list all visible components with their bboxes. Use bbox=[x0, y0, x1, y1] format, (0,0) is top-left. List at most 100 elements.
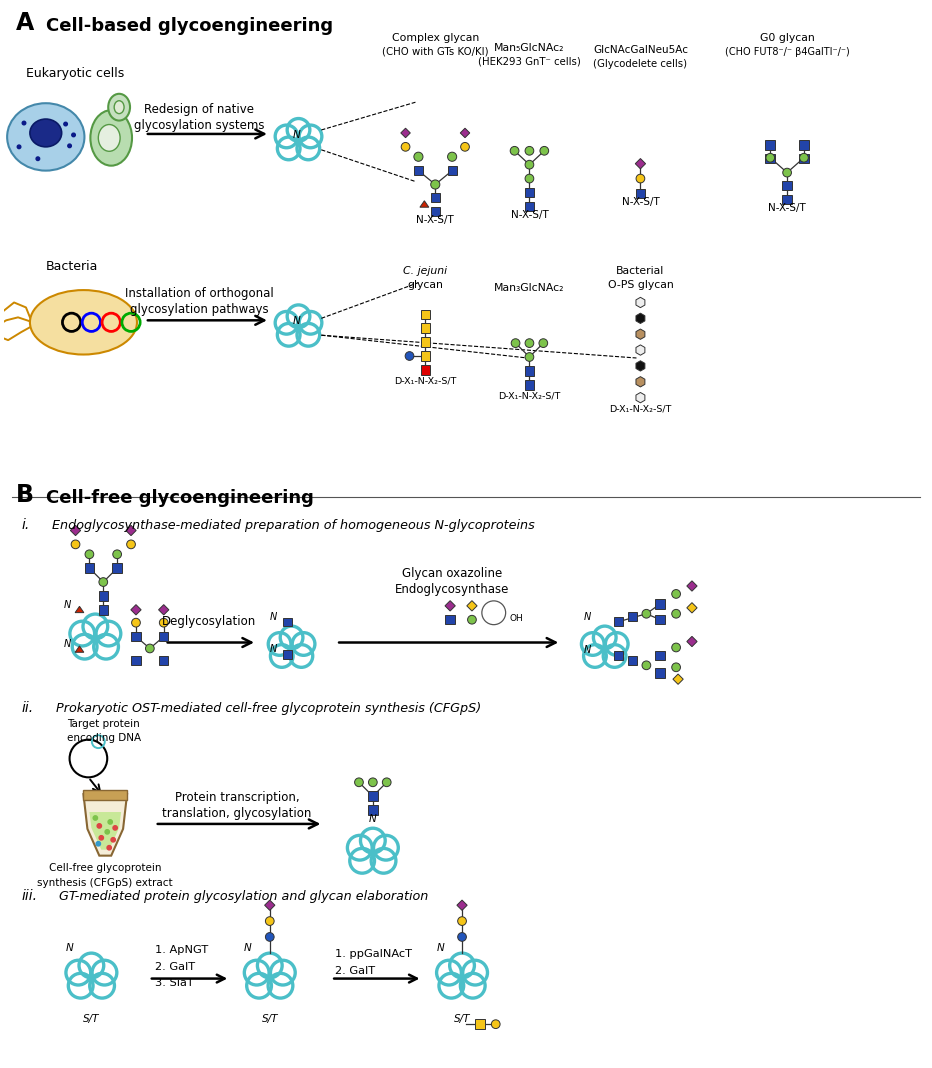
Bar bbox=[614, 650, 624, 660]
Polygon shape bbox=[75, 646, 84, 653]
Text: GT-mediated protein glycosylation and glycan elaboration: GT-mediated protein glycosylation and gl… bbox=[59, 891, 428, 904]
Text: N-X-S/T: N-X-S/T bbox=[417, 215, 454, 225]
Bar bbox=[628, 612, 637, 622]
Polygon shape bbox=[687, 637, 697, 646]
Polygon shape bbox=[636, 377, 645, 387]
Text: 1. ApNGT: 1. ApNGT bbox=[155, 945, 208, 955]
Bar bbox=[420, 324, 431, 333]
Text: N: N bbox=[64, 640, 71, 649]
Text: Eukaryotic cells: Eukaryotic cells bbox=[26, 67, 125, 80]
Circle shape bbox=[72, 134, 75, 137]
Polygon shape bbox=[445, 600, 456, 611]
Circle shape bbox=[36, 157, 40, 160]
Circle shape bbox=[145, 644, 154, 653]
Circle shape bbox=[85, 550, 94, 559]
Text: C. jejuni: C. jejuni bbox=[404, 266, 447, 276]
Circle shape bbox=[105, 830, 109, 834]
Text: N-X-S/T: N-X-S/T bbox=[622, 198, 659, 207]
Bar bbox=[420, 365, 431, 375]
Text: i.: i. bbox=[22, 518, 30, 533]
Text: Bacteria: Bacteria bbox=[46, 260, 98, 272]
Polygon shape bbox=[673, 674, 683, 685]
Text: D-X₁-N-X₂-S/T: D-X₁-N-X₂-S/T bbox=[394, 377, 457, 386]
Ellipse shape bbox=[90, 110, 132, 166]
Text: glycosylation systems: glycosylation systems bbox=[134, 119, 265, 132]
Text: translation, glycosylation: translation, glycosylation bbox=[162, 807, 311, 820]
Circle shape bbox=[405, 351, 414, 360]
Polygon shape bbox=[130, 604, 141, 615]
Text: N: N bbox=[270, 612, 278, 622]
Circle shape bbox=[672, 643, 680, 651]
Polygon shape bbox=[467, 600, 477, 611]
Circle shape bbox=[766, 141, 774, 150]
Bar bbox=[431, 207, 440, 216]
Circle shape bbox=[458, 932, 466, 941]
Polygon shape bbox=[636, 329, 645, 340]
Text: Prokaryotic OST-mediated cell-free glycoprotein synthesis (CFGpS): Prokaryotic OST-mediated cell-free glyco… bbox=[56, 702, 481, 714]
Circle shape bbox=[266, 932, 274, 941]
Circle shape bbox=[159, 618, 168, 627]
Circle shape bbox=[108, 820, 113, 824]
Circle shape bbox=[672, 610, 680, 618]
Polygon shape bbox=[401, 128, 410, 138]
Bar bbox=[655, 599, 665, 609]
Bar bbox=[368, 791, 377, 801]
Circle shape bbox=[382, 778, 391, 787]
Bar bbox=[99, 606, 108, 614]
Text: Bacterial: Bacterial bbox=[616, 266, 665, 276]
Bar bbox=[765, 140, 775, 150]
Ellipse shape bbox=[115, 100, 124, 113]
Circle shape bbox=[63, 122, 67, 126]
Text: S/T: S/T bbox=[262, 1015, 278, 1024]
Text: Cell-free glycoprotein: Cell-free glycoprotein bbox=[49, 864, 161, 874]
Text: B: B bbox=[16, 483, 34, 506]
Polygon shape bbox=[636, 361, 645, 371]
Bar bbox=[782, 194, 792, 204]
Circle shape bbox=[458, 916, 466, 926]
Text: Deglycosylation: Deglycosylation bbox=[162, 615, 256, 628]
Ellipse shape bbox=[98, 125, 120, 152]
Bar bbox=[628, 656, 637, 665]
Circle shape bbox=[672, 590, 680, 598]
Circle shape bbox=[525, 160, 534, 169]
Bar bbox=[525, 366, 534, 376]
Circle shape bbox=[18, 145, 21, 148]
Text: ii.: ii. bbox=[22, 701, 34, 714]
Circle shape bbox=[783, 169, 791, 177]
Circle shape bbox=[131, 618, 141, 627]
Polygon shape bbox=[158, 604, 169, 615]
Bar bbox=[99, 592, 108, 600]
Polygon shape bbox=[687, 581, 697, 592]
Circle shape bbox=[525, 339, 534, 347]
Text: synthesis (CFGpS) extract: synthesis (CFGpS) extract bbox=[37, 878, 173, 889]
Text: (HEK293 GnT⁻ cells): (HEK293 GnT⁻ cells) bbox=[478, 57, 581, 66]
Text: N: N bbox=[583, 645, 591, 656]
Bar bbox=[475, 1020, 485, 1028]
Circle shape bbox=[113, 550, 121, 559]
Bar bbox=[782, 180, 792, 190]
Circle shape bbox=[525, 174, 534, 183]
Text: 3. SiaT: 3. SiaT bbox=[155, 978, 194, 989]
Polygon shape bbox=[636, 345, 645, 356]
Text: G0 glycan: G0 glycan bbox=[760, 33, 815, 43]
Bar bbox=[431, 193, 440, 202]
Text: Redesign of native: Redesign of native bbox=[144, 104, 254, 116]
Bar bbox=[159, 632, 169, 641]
Ellipse shape bbox=[30, 119, 62, 146]
Text: GlcNAcGalNeu5Ac: GlcNAcGalNeu5Ac bbox=[593, 45, 688, 54]
Polygon shape bbox=[687, 602, 697, 613]
Text: S/T: S/T bbox=[454, 1015, 471, 1024]
Text: encoding DNA: encoding DNA bbox=[66, 733, 141, 742]
Text: N: N bbox=[583, 612, 591, 622]
Circle shape bbox=[510, 146, 519, 155]
Circle shape bbox=[414, 152, 423, 161]
Polygon shape bbox=[636, 158, 646, 169]
Text: glycosylation pathways: glycosylation pathways bbox=[130, 303, 268, 316]
Text: Cell-based glycoengineering: Cell-based glycoengineering bbox=[46, 17, 333, 35]
Text: Glycan oxazoline: Glycan oxazoline bbox=[402, 567, 502, 580]
Polygon shape bbox=[636, 313, 645, 324]
Bar bbox=[655, 669, 665, 678]
Ellipse shape bbox=[30, 290, 137, 355]
Circle shape bbox=[460, 142, 470, 152]
Bar bbox=[445, 615, 455, 625]
